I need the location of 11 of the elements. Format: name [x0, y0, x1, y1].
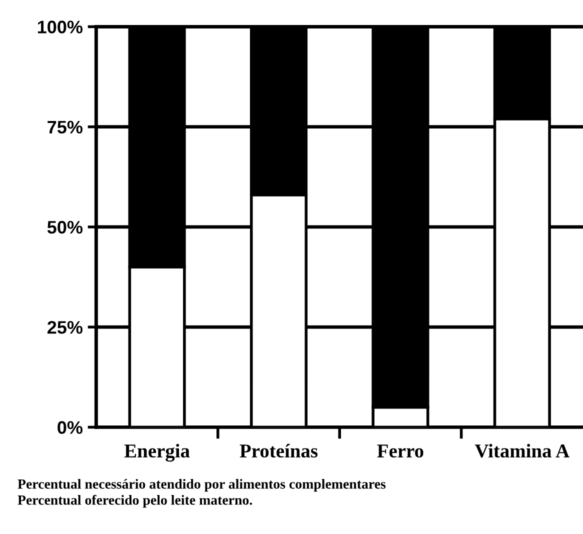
x-tick-label: Proteínas	[240, 444, 318, 458]
text: Percentual oferecido pelo leite materno.	[18, 494, 252, 508]
y-tick-label: 100%	[38, 20, 83, 34]
x-tick-label: Vitamina A	[474, 444, 570, 458]
y-tick-label: 50%	[47, 220, 83, 234]
x-tick-label: Energia	[124, 444, 190, 462]
x-tick-label: Ferro	[377, 444, 424, 458]
text: Percentual necessário atendido por alimentos complementares	[18, 478, 386, 492]
y-tick-label: 0%	[58, 421, 83, 434]
y-tick-label: 25%	[47, 321, 83, 334]
y-tick-label: 75%	[48, 120, 83, 134]
